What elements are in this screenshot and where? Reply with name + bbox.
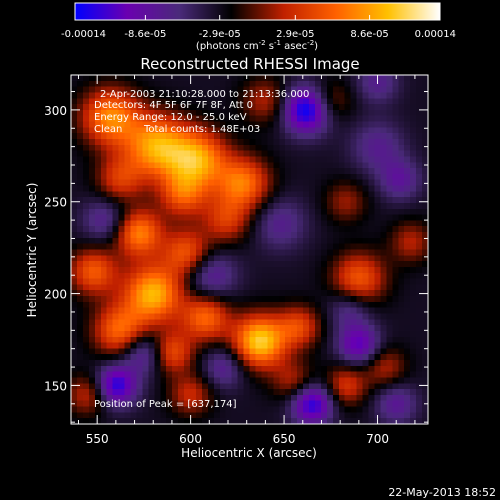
x-tick-label: 700 <box>366 432 389 446</box>
colorbar-tick-label: -8.6e-05 <box>124 29 166 40</box>
x-tick-label: 650 <box>273 432 296 446</box>
info-time: 2-Apr-2003 21:10:28.000 to 21:13:36.000 <box>100 89 309 100</box>
axis-ticks: 550 600 650 700 150 200 250 300 <box>44 75 428 446</box>
y-tick-label: 200 <box>44 288 67 302</box>
colorbar-tick-label: -2.9e-05 <box>199 29 241 40</box>
colorbar-tick-label: 8.6e-05 <box>350 29 388 40</box>
y-tick-label: 250 <box>44 196 67 210</box>
info-peak-position: Position of Peak = [637,174] <box>94 399 237 410</box>
colorbar-ticks: -0.00014 -8.6e-05 -2.9e-05 2.9e-05 8.6e-05 0.… <box>61 15 456 40</box>
colorbar <box>74 2 441 21</box>
colorbar-tick-label: -0.00014 <box>61 29 106 40</box>
plot-frame <box>70 74 429 425</box>
y-tick-label: 150 <box>44 379 67 393</box>
info-energy: Energy Range: 12.0 - 25.0 keV <box>94 112 247 123</box>
y-axis-label: Heliocentric Y (arcsec) <box>25 183 39 318</box>
datestamp: 22-May-2013 18:52 <box>388 486 496 499</box>
info-total-counts: Total counts: 1.48E+03 <box>143 124 260 135</box>
heatmap-image <box>71 75 428 424</box>
x-tick-label: 600 <box>179 432 202 446</box>
x-tick-label: 550 <box>86 432 109 446</box>
chart-title: Reconstructed RHESSI Image <box>140 55 359 73</box>
x-axis-label: Heliocentric X (arcsec) <box>181 446 317 460</box>
colorbar-tick-label: 0.00014 <box>415 29 456 40</box>
colorbar-tick-label: 2.9e-05 <box>276 29 314 40</box>
y-tick-label: 300 <box>44 104 67 118</box>
colorbar-units: (photons cm-2 s-1 asec-2) <box>196 39 318 52</box>
info-clean: Clean <box>94 124 122 135</box>
info-detectors: Detectors: 4F 5F 6F 7F 8F, Att 0 <box>94 100 253 111</box>
